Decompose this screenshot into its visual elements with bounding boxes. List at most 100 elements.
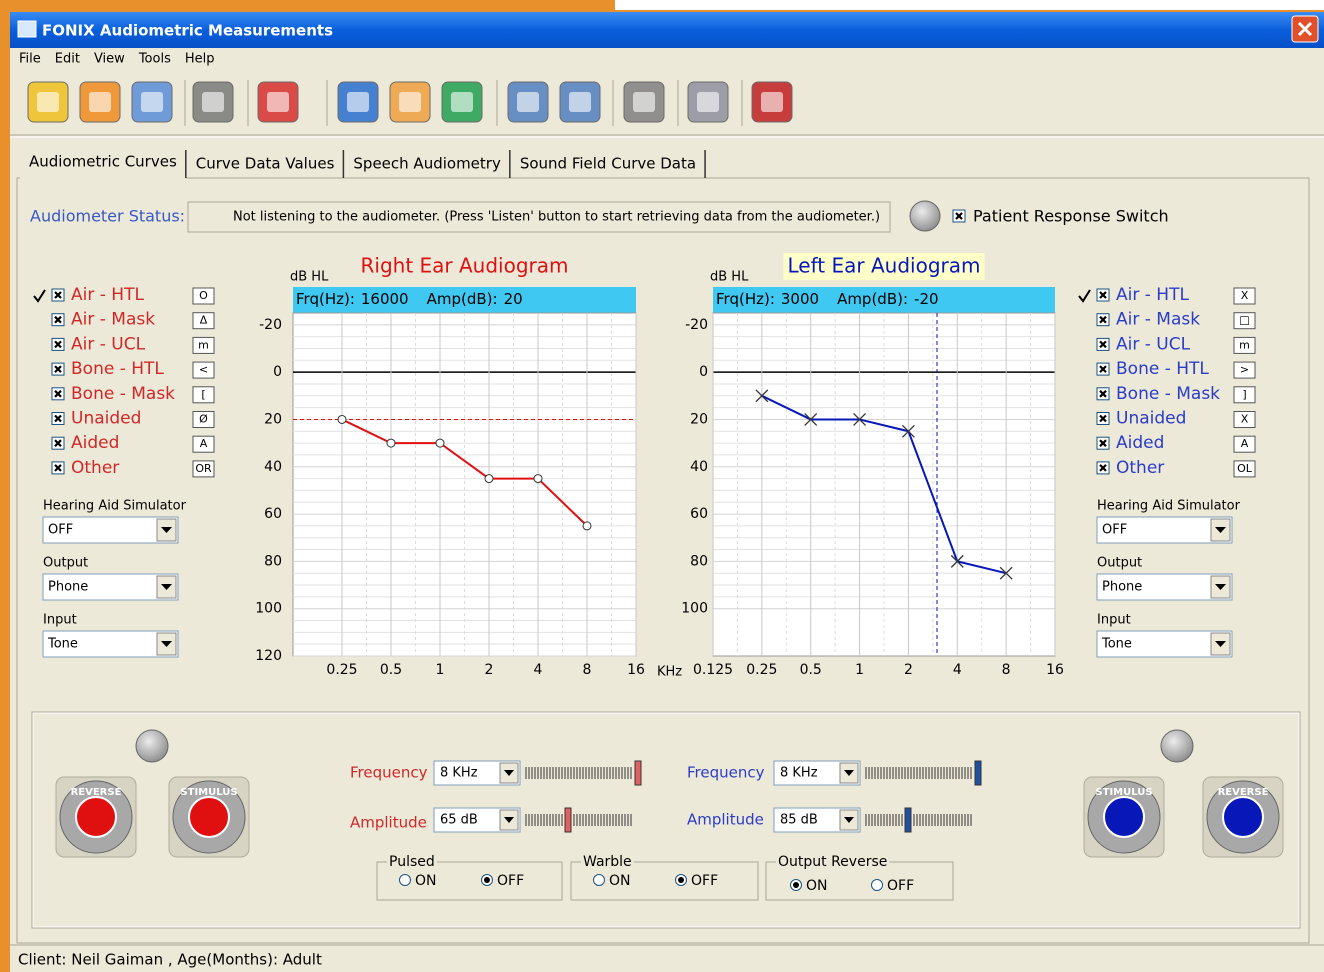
legend-label[interactable]: Unaided bbox=[71, 409, 141, 429]
control[interactable]: Amplitude 65 dB bbox=[350, 807, 632, 833]
data-point bbox=[582, 521, 592, 531]
legend-item[interactable]: Other OR bbox=[51, 458, 215, 478]
legend-label[interactable]: Aided bbox=[1116, 433, 1164, 453]
radio-label: OFF bbox=[691, 873, 718, 889]
dropdown[interactable]: Hearing Aid Simulator OFF bbox=[1096, 499, 1241, 544]
control[interactable]: Frequency 8 KHz bbox=[687, 760, 982, 786]
legend-item[interactable]: Air - Mask □ bbox=[1096, 310, 1256, 330]
close-button[interactable] bbox=[1291, 15, 1319, 43]
radio-option[interactable]: ON bbox=[593, 873, 631, 889]
toolbar-button[interactable] bbox=[337, 81, 379, 123]
tab[interactable]: Audiometric Curves bbox=[20, 146, 187, 179]
legend-label[interactable]: Bone - HTL bbox=[1116, 359, 1209, 379]
legend-item[interactable]: Air - UCL m bbox=[1096, 334, 1256, 354]
legend-label[interactable]: Unaided bbox=[1116, 409, 1186, 429]
radio-option[interactable]: OFF bbox=[481, 873, 525, 889]
legend-label[interactable]: Air - Mask bbox=[71, 310, 155, 330]
toolbar-button[interactable] bbox=[623, 81, 665, 123]
radio-option[interactable]: OFF bbox=[871, 878, 915, 894]
legend-label[interactable]: Bone - HTL bbox=[71, 359, 164, 379]
slider-thumb[interactable] bbox=[634, 760, 642, 786]
tab-label[interactable]: Speech Audiometry bbox=[353, 155, 501, 173]
legend-label[interactable]: Air - UCL bbox=[1116, 334, 1191, 354]
radio-group-box bbox=[376, 861, 563, 901]
legend-item[interactable]: Unaided X bbox=[1096, 409, 1256, 429]
switch-checkbox[interactable] bbox=[952, 209, 966, 223]
round-button[interactable]: STIMULUS bbox=[168, 776, 250, 858]
legend-label[interactable]: Air - HTL bbox=[71, 285, 144, 305]
checkbox-check bbox=[1099, 340, 1107, 349]
menu-item[interactable]: View bbox=[94, 52, 125, 67]
menu-item[interactable]: Tools bbox=[138, 52, 171, 67]
checkbox-check bbox=[1099, 365, 1107, 373]
legend-item[interactable]: Air - Mask Δ bbox=[51, 310, 215, 330]
tab[interactable]: Speech Audiometry bbox=[353, 150, 511, 178]
legend-label[interactable]: Bone - Mask bbox=[1116, 384, 1220, 404]
toolbar-button[interactable] bbox=[79, 81, 121, 123]
toolbar-button[interactable] bbox=[559, 81, 601, 123]
toolbar-button[interactable] bbox=[27, 81, 69, 123]
toolbar-button[interactable] bbox=[192, 81, 234, 123]
toolbar-button[interactable] bbox=[507, 81, 549, 123]
dropdown-box[interactable] bbox=[42, 516, 179, 544]
legend-item[interactable]: Other OL bbox=[1096, 458, 1256, 478]
legend-item[interactable]: Bone - Mask [ bbox=[51, 384, 215, 404]
dropdown[interactable]: Input Tone bbox=[42, 613, 179, 658]
legend-item[interactable]: Bone - HTL < bbox=[51, 359, 215, 379]
control[interactable]: Amplitude 85 dB bbox=[687, 807, 972, 833]
legend-label[interactable]: Aided bbox=[71, 433, 119, 453]
legend-item[interactable]: Aided A bbox=[51, 433, 215, 453]
toolbar-button[interactable] bbox=[441, 81, 483, 123]
tab[interactable]: Curve Data Values bbox=[196, 150, 345, 178]
legend-label[interactable]: Other bbox=[71, 458, 119, 478]
legend-label[interactable]: Air - HTL bbox=[1116, 285, 1189, 305]
tab[interactable]: Sound Field Curve Data bbox=[520, 150, 706, 178]
legend-label[interactable]: Air - UCL bbox=[71, 334, 146, 354]
dropdown-box[interactable] bbox=[1096, 630, 1233, 658]
tab-label[interactable]: Audiometric Curves bbox=[29, 153, 177, 171]
legend-item[interactable]: Air - UCL m bbox=[51, 334, 215, 354]
dropdown[interactable]: Output Phone bbox=[1096, 556, 1233, 601]
round-button[interactable]: REVERSE bbox=[55, 776, 137, 858]
radio-group-label: Warble bbox=[583, 854, 632, 870]
slider-thumb[interactable] bbox=[904, 807, 912, 833]
slider-thumb[interactable] bbox=[974, 760, 982, 786]
dropdown-box[interactable] bbox=[1096, 516, 1233, 544]
radio-option[interactable]: ON bbox=[790, 878, 828, 894]
legend-item[interactable]: Air - HTL O bbox=[51, 285, 215, 305]
control[interactable]: Frequency 8 KHz bbox=[350, 760, 642, 786]
legend-item[interactable]: Bone - HTL > bbox=[1096, 359, 1256, 379]
menu-item[interactable]: File bbox=[19, 52, 41, 67]
toolbar-button[interactable] bbox=[751, 81, 793, 123]
dropdown-box[interactable] bbox=[1096, 573, 1233, 601]
tab-label[interactable]: Sound Field Curve Data bbox=[520, 155, 696, 173]
legend-item[interactable]: Unaided Ø bbox=[51, 409, 215, 429]
toolbar-button[interactable] bbox=[389, 81, 431, 123]
toolbar-button[interactable] bbox=[687, 81, 729, 123]
dropdown[interactable]: Output Phone bbox=[42, 556, 179, 601]
round-button[interactable]: STIMULUS bbox=[1083, 776, 1165, 858]
tab-label[interactable]: Curve Data Values bbox=[196, 155, 335, 173]
legend-label[interactable]: Other bbox=[1116, 458, 1164, 478]
legend-item[interactable]: Aided A bbox=[1096, 433, 1256, 453]
y-tick-label: 100 bbox=[681, 601, 708, 617]
radio-option[interactable]: OFF bbox=[675, 873, 719, 889]
x-tick-label: 0.5 bbox=[380, 662, 402, 678]
data-point bbox=[386, 438, 396, 448]
dropdown-box[interactable] bbox=[42, 573, 179, 601]
legend-item[interactable]: Air - HTL X bbox=[1096, 285, 1256, 305]
slider-thumb[interactable] bbox=[564, 807, 572, 833]
legend-label[interactable]: Air - Mask bbox=[1116, 310, 1200, 330]
legend-label[interactable]: Bone - Mask bbox=[71, 384, 175, 404]
dropdown[interactable]: Input Tone bbox=[1096, 613, 1233, 658]
toolbar-button[interactable] bbox=[131, 81, 173, 123]
menu-item[interactable]: Edit bbox=[55, 52, 80, 67]
menu-item[interactable]: Help bbox=[185, 52, 215, 67]
round-button[interactable]: REVERSE bbox=[1202, 776, 1284, 858]
dropdown[interactable]: Hearing Aid Simulator OFF bbox=[42, 499, 187, 544]
radio-option[interactable]: ON bbox=[399, 873, 437, 889]
dropdown-box[interactable] bbox=[42, 630, 179, 658]
toolbar-button[interactable] bbox=[257, 81, 299, 123]
legend-symbol: □ bbox=[1239, 314, 1249, 327]
legend-item[interactable]: Bone - Mask] bbox=[1096, 384, 1256, 404]
